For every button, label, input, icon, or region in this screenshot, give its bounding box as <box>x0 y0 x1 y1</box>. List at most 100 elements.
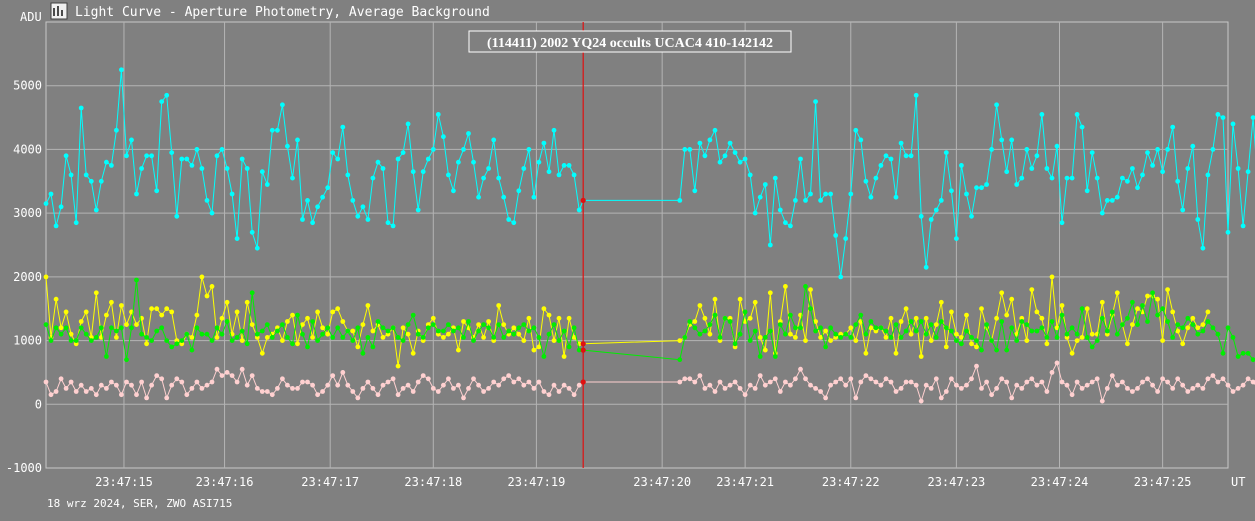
y-tick-label: 1000 <box>13 334 42 348</box>
data-point <box>109 379 114 385</box>
data-point <box>1165 147 1170 152</box>
data-point <box>1145 293 1150 299</box>
data-point <box>933 376 939 382</box>
data-point <box>1165 319 1170 324</box>
series-yellow <box>43 274 1211 369</box>
data-point <box>803 284 808 289</box>
data-point <box>330 335 336 340</box>
data-point <box>727 319 733 324</box>
data-point <box>93 290 99 296</box>
data-point <box>1069 392 1075 398</box>
data-point <box>350 338 356 343</box>
data-point <box>526 147 532 152</box>
data-point <box>410 169 416 175</box>
data-point <box>1079 124 1085 130</box>
data-point <box>506 217 512 222</box>
data-point <box>1225 325 1231 331</box>
data-point <box>119 303 124 308</box>
data-point <box>551 382 557 388</box>
data-point <box>677 198 683 203</box>
data-point <box>772 376 778 382</box>
data-point <box>918 213 924 219</box>
data-point <box>757 373 763 378</box>
data-point <box>83 309 89 315</box>
data-point <box>1175 322 1181 327</box>
data-point <box>913 382 919 388</box>
data-point <box>677 379 683 385</box>
data-point <box>828 325 833 331</box>
data-point <box>1230 389 1236 394</box>
data-point <box>1094 376 1100 382</box>
data-point <box>446 331 451 337</box>
data-point <box>486 166 491 171</box>
data-point <box>823 328 828 334</box>
data-point <box>969 213 974 219</box>
data-point <box>1140 303 1145 308</box>
data-point <box>848 325 854 331</box>
data-point <box>1084 188 1090 194</box>
data-point <box>219 147 225 152</box>
data-point <box>511 325 517 331</box>
data-point <box>1114 382 1120 388</box>
data-point <box>1064 331 1070 337</box>
data-point <box>43 322 49 327</box>
data-point <box>194 147 200 152</box>
data-point <box>898 140 904 146</box>
data-point <box>898 335 904 340</box>
data-point <box>360 386 366 391</box>
data-point <box>204 293 210 299</box>
data-point <box>692 188 698 194</box>
data-point <box>1220 115 1226 120</box>
data-point <box>461 335 466 340</box>
data-point <box>420 335 426 340</box>
chart-app-icon[interactable] <box>50 2 68 20</box>
data-point <box>189 347 195 353</box>
data-point <box>295 386 300 391</box>
data-point <box>320 331 325 337</box>
data-point <box>109 299 114 305</box>
data-point <box>244 166 250 171</box>
data-point <box>83 389 89 394</box>
data-point <box>984 322 989 327</box>
data-point <box>209 338 215 343</box>
data-point <box>390 223 396 229</box>
data-point <box>526 379 532 385</box>
data-point <box>717 379 723 385</box>
data-point <box>541 306 547 312</box>
data-point <box>461 319 466 324</box>
data-point <box>1160 338 1165 343</box>
data-point <box>571 172 577 178</box>
data-point <box>139 166 145 171</box>
data-point <box>466 319 471 324</box>
data-point <box>244 341 250 347</box>
data-point <box>204 382 210 388</box>
data-point <box>315 338 320 343</box>
data-point <box>400 338 406 343</box>
data-point <box>290 386 295 391</box>
data-point <box>285 382 290 388</box>
data-point <box>68 172 74 178</box>
data-point <box>290 175 295 181</box>
data-point <box>788 331 793 337</box>
data-point <box>818 389 823 394</box>
data-point <box>1099 315 1105 321</box>
data-point <box>767 242 773 248</box>
data-point <box>114 328 119 334</box>
data-point <box>320 325 325 331</box>
data-point <box>78 319 84 324</box>
data-point <box>742 156 748 162</box>
data-point <box>491 137 497 143</box>
data-point <box>531 347 537 353</box>
x-tick-labels: 23:47:15 23:47:16 23:47:17 23:47:18 23:47:19… <box>95 475 1191 489</box>
data-point <box>249 322 255 327</box>
data-point <box>134 392 139 398</box>
data-point <box>179 379 185 385</box>
data-point <box>259 169 265 175</box>
data-point <box>254 245 260 251</box>
data-point <box>964 312 969 318</box>
data-point <box>994 315 999 321</box>
data-point <box>762 182 768 187</box>
data-point <box>174 341 180 347</box>
data-point <box>1200 322 1206 327</box>
data-point <box>104 159 109 165</box>
